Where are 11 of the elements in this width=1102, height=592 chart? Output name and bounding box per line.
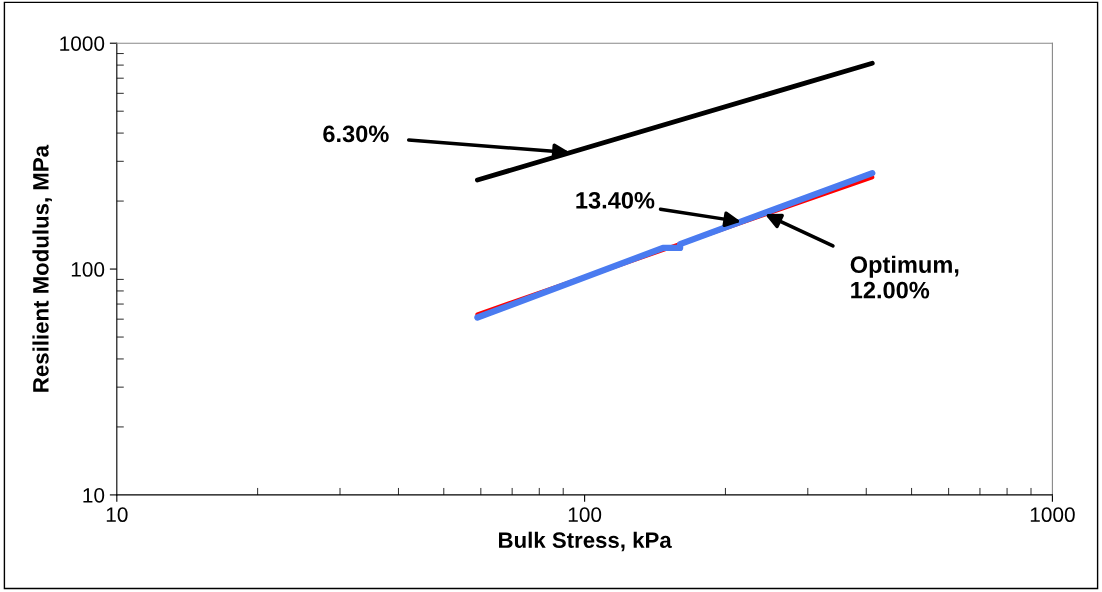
annotation: 13.40% — [576, 191, 655, 209]
x-axis-title: Bulk Stress, kPa — [499, 531, 672, 552]
annotation: 6.30% — [323, 125, 389, 143]
x-tick-label: 10 — [106, 507, 128, 523]
y-tick-label: 1000 — [60, 36, 105, 51]
x-tick-label: 1000 — [1030, 507, 1075, 523]
x-tick-label: 100 — [568, 507, 602, 523]
y-tick-label: 100 — [71, 262, 105, 277]
annotation: Optimum, 12.00% — [850, 255, 959, 299]
y-tick-label: 10 — [83, 487, 105, 503]
y-axis-title: Resilient Modulus, MPa — [32, 144, 52, 392]
